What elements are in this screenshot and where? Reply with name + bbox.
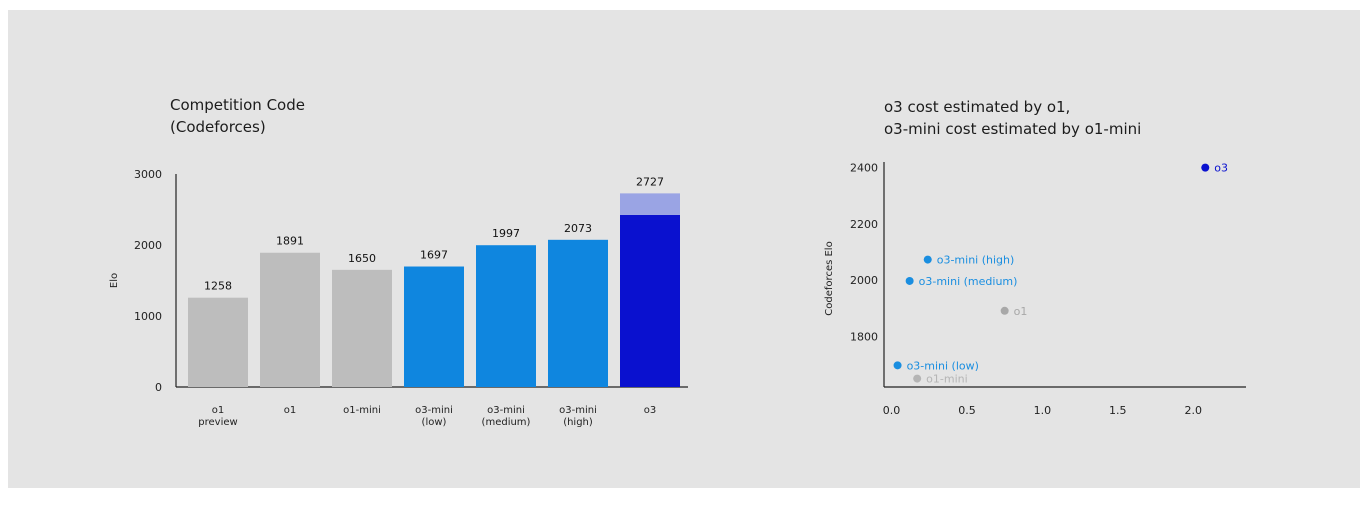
bar-category-label: o1-mini [343, 405, 381, 416]
scatter-x-tick-label: 0.5 [958, 404, 976, 417]
bar-category-label: o1 [212, 405, 224, 416]
scatter-chart-title-line-1: o3 cost estimated by o1, [884, 98, 1071, 116]
bar-value-label: 1650 [348, 252, 376, 265]
scatter-point [893, 361, 902, 370]
scatter-y-tick-label: 1800 [850, 330, 878, 343]
slide-background [8, 10, 1360, 488]
scatter-point-label: o3 [1214, 162, 1228, 175]
bar-o3-top-segment [620, 193, 680, 215]
bar-value-label: 1697 [420, 249, 448, 262]
scatter-point [1201, 163, 1210, 172]
bar-category-label: (high) [563, 417, 593, 428]
bar [476, 245, 536, 387]
scatter-point [923, 255, 932, 264]
bar-category-label: preview [198, 417, 237, 428]
bar-category-label: o3-mini [415, 405, 453, 416]
bar-category-label: o3 [644, 405, 656, 416]
scatter-y-axis-label: Codeforces Elo [824, 241, 835, 315]
bar-value-label: 1891 [276, 235, 304, 248]
scatter-chart-title-line-2: o3-mini cost estimated by o1-mini [884, 120, 1142, 138]
bar-value-label: 2727 [636, 175, 664, 188]
scatter-point [913, 374, 922, 383]
bar [188, 297, 248, 387]
bar-y-tick-label: 1000 [134, 310, 162, 323]
scatter-point-label: o3-mini (high) [937, 254, 1015, 267]
bar-o3-base [620, 214, 680, 387]
scatter-x-tick-label: 1.0 [1034, 404, 1052, 417]
scatter-point-label: o1 [1014, 305, 1028, 318]
bar-y-tick-label: 0 [155, 381, 162, 394]
bar-category-label: o1 [284, 405, 296, 416]
scatter-x-tick-label: 0.0 [883, 404, 901, 417]
scatter-point [1000, 306, 1009, 315]
bar [332, 269, 392, 387]
bar-y-axis-label: Elo [109, 273, 120, 288]
scatter-point-label: o3-mini (low) [907, 359, 979, 372]
bar-category-label: (medium) [482, 417, 531, 428]
bar-y-tick-label: 3000 [134, 168, 162, 181]
scatter-chart-title: o3 cost estimated by o1, o3-mini cost es… [884, 96, 1141, 140]
scatter-point [905, 276, 914, 285]
bar-category-label: o3-mini [559, 405, 597, 416]
scatter-point-label: o3-mini (medium) [919, 275, 1018, 288]
bar-value-label: 1997 [492, 227, 520, 240]
bar-value-label: 2073 [564, 222, 592, 235]
bar-category-label: o3-mini [487, 405, 525, 416]
bar-value-label: 1258 [204, 280, 232, 293]
bar [404, 266, 464, 387]
scatter-y-tick-label: 2400 [850, 162, 878, 175]
bar-chart-title: Competition Code (Codeforces) [170, 94, 305, 138]
scatter-x-tick-label: 1.5 [1109, 404, 1127, 417]
scatter-y-tick-label: 2000 [850, 274, 878, 287]
bar-chart-title-line-2: (Codeforces) [170, 118, 266, 136]
bar-category-label: (low) [422, 417, 447, 428]
bar-chart-title-line-1: Competition Code [170, 96, 305, 114]
scatter-x-tick-label: 2.0 [1184, 404, 1202, 417]
scatter-y-tick-label: 2200 [850, 218, 878, 231]
bar [548, 239, 608, 387]
scatter-point-label: o1-mini [926, 373, 968, 386]
bar [260, 252, 320, 387]
bar-y-tick-label: 2000 [134, 239, 162, 252]
